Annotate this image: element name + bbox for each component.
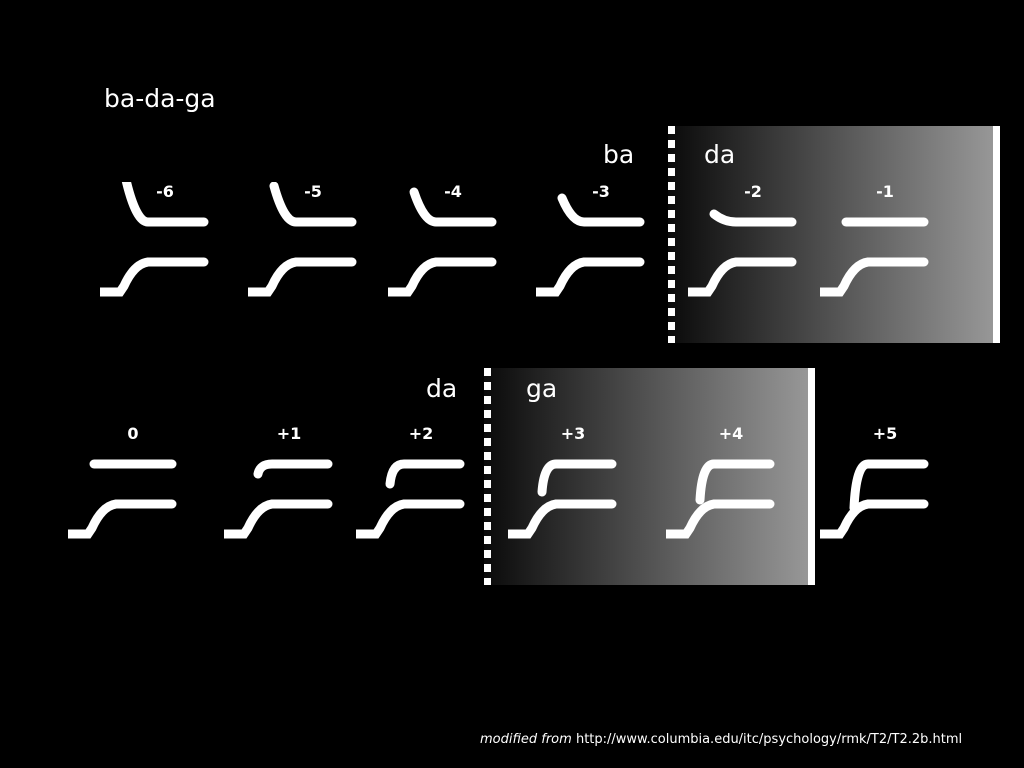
f2-formant-mark	[557, 193, 645, 227]
f2-formant-mark	[253, 459, 333, 479]
f1-formant-mark	[666, 499, 775, 539]
formant-spectrogram-icon	[224, 459, 333, 539]
f1-formant-mark	[224, 499, 333, 539]
stimulus-number-label: 0	[127, 424, 139, 443]
formant-spectrogram-icon	[356, 459, 465, 539]
stimulus-number-label: -5	[304, 182, 322, 201]
stimulus-row2-3: +3	[508, 424, 638, 544]
stimulus-row2-1: +1	[224, 424, 354, 544]
stimulus-number-label: -2	[744, 182, 762, 201]
f1-formant-mark	[820, 499, 929, 539]
f1-formant-mark	[536, 257, 645, 297]
page-title: ba-da-ga	[104, 84, 216, 113]
category-boundary-dashed-line	[484, 368, 491, 585]
stimulus-row2-0: 0	[68, 424, 198, 544]
stimulus-row2-4: +4	[666, 424, 796, 544]
stimulus-number-label: -4	[444, 182, 462, 201]
f2-formant-mark	[269, 182, 357, 227]
category-edge-line	[808, 368, 815, 585]
stimulus-row1-5: -1	[820, 182, 950, 302]
stimulus-number-label: -1	[876, 182, 894, 201]
source-url[interactable]: http://www.columbia.edu/itc/psychology/r…	[575, 732, 963, 747]
formant-spectrogram-icon	[666, 459, 775, 539]
stimulus-number-label: +3	[560, 424, 586, 443]
category-boundary-dashed-line	[668, 126, 675, 343]
f1-formant-mark	[100, 257, 209, 297]
row1-right-category-label: da	[704, 140, 736, 169]
category-edge-line	[993, 126, 1000, 343]
formant-spectrogram-icon	[100, 182, 209, 297]
formant-spectrogram-icon	[248, 182, 357, 297]
f2-formant-mark	[709, 209, 797, 227]
f2-formant-mark	[849, 459, 929, 513]
formant-spectrogram-icon	[688, 209, 797, 297]
f1-formant-mark	[68, 499, 177, 539]
da-category-band-row1	[668, 126, 1000, 343]
f2-formant-mark	[695, 459, 775, 505]
formant-spectrogram-icon	[508, 459, 617, 539]
ga-category-band-row2	[484, 368, 815, 585]
f1-formant-mark	[388, 257, 497, 297]
stimulus-row1-0: -6	[100, 182, 230, 302]
stimulus-number-label: +5	[872, 424, 898, 443]
stimulus-row1-3: -3	[536, 182, 666, 302]
stimulus-number-label: +4	[718, 424, 744, 443]
f2-formant-mark	[121, 182, 209, 227]
row1-left-category-label: ba	[603, 140, 635, 169]
f1-formant-mark	[356, 499, 465, 539]
f1-formant-mark	[688, 257, 797, 297]
f1-formant-mark	[248, 257, 357, 297]
stimulus-row1-1: -5	[248, 182, 378, 302]
formant-spectrogram-icon	[388, 187, 497, 297]
stimulus-number-label: -6	[156, 182, 174, 201]
f1-formant-mark	[508, 499, 617, 539]
stimulus-row1-4: -2	[688, 182, 818, 302]
stimulus-number-label: +1	[276, 424, 302, 443]
f2-formant-mark	[537, 459, 617, 497]
row2-left-category-label: da	[426, 374, 458, 403]
stimulus-row2-2: +2	[356, 424, 486, 544]
formant-spectrogram-icon	[820, 459, 929, 539]
row2-right-category-label: ga	[526, 374, 558, 403]
f2-formant-mark	[385, 459, 465, 489]
f2-formant-mark	[409, 187, 497, 227]
formant-spectrogram-icon	[820, 217, 929, 297]
source-prefix: modified from	[480, 732, 572, 747]
source-credit: modified from http://www.columbia.edu/it…	[480, 732, 962, 747]
stimulus-row2-5: +5	[820, 424, 950, 544]
formant-spectrogram-icon	[536, 193, 645, 297]
formant-spectrogram-icon	[68, 459, 177, 539]
stimulus-number-label: +2	[408, 424, 434, 443]
f1-formant-mark	[820, 257, 929, 297]
stimulus-row1-2: -4	[388, 182, 518, 302]
stimulus-number-label: -3	[592, 182, 610, 201]
